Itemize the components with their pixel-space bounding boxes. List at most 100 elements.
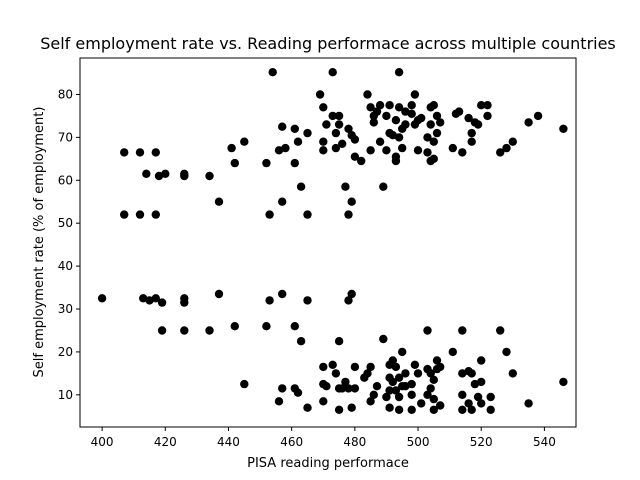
data-point-41 xyxy=(290,124,299,133)
x-axis: 400 420 440 460 480 500 520 540 xyxy=(91,427,556,449)
data-point-76 xyxy=(341,377,350,387)
y-tick-label: 40 xyxy=(58,259,73,273)
data-point-177 xyxy=(458,148,467,157)
data-point-96 xyxy=(366,397,375,406)
data-point-184 xyxy=(464,399,473,408)
x-tick-label: 460 xyxy=(280,435,303,449)
data-point-63 xyxy=(328,111,337,121)
data-point-147 xyxy=(413,369,423,378)
data-point-37 xyxy=(278,122,287,131)
data-point-165 xyxy=(429,405,438,414)
data-point-162 xyxy=(429,154,438,163)
data-point-166 xyxy=(432,111,442,121)
data-point-182 xyxy=(464,113,473,123)
data-point-108 xyxy=(382,392,391,402)
data-point-102 xyxy=(375,101,385,110)
data-point-210 xyxy=(559,124,568,133)
data-point-203 xyxy=(502,143,511,153)
y-tick-label: 70 xyxy=(58,130,73,144)
data-point-16 xyxy=(180,171,189,181)
data-point-115 xyxy=(388,131,397,140)
data-point-14 xyxy=(161,169,170,178)
data-point-188 xyxy=(467,405,476,414)
data-point-134 xyxy=(401,120,410,129)
x-tick-label: 520 xyxy=(470,435,493,449)
x-tick-label: 420 xyxy=(154,435,177,449)
data-point-80 xyxy=(344,384,353,393)
data-point-78 xyxy=(344,210,353,219)
data-point-74 xyxy=(338,384,347,393)
data-point-18 xyxy=(180,298,189,307)
data-point-159 xyxy=(426,384,435,393)
data-point-29 xyxy=(262,158,271,168)
data-point-92 xyxy=(363,369,372,378)
data-point-133 xyxy=(401,107,410,116)
y-tick-label: 80 xyxy=(58,87,73,101)
data-point-131 xyxy=(398,347,407,357)
data-point-208 xyxy=(524,399,533,408)
data-point-24 xyxy=(227,143,236,153)
data-point-211 xyxy=(559,377,568,387)
data-point-136 xyxy=(401,382,410,391)
data-point-30 xyxy=(262,322,271,331)
data-point-167 xyxy=(432,128,442,138)
chart-title: Self employment rate vs. Reading perform… xyxy=(40,34,616,53)
data-point-201 xyxy=(496,148,505,157)
data-point-173 xyxy=(448,143,457,153)
data-point-38 xyxy=(278,289,287,299)
data-point-83 xyxy=(347,289,356,299)
data-point-142 xyxy=(410,90,420,99)
data-point-118 xyxy=(391,116,401,125)
data-point-168 xyxy=(432,356,442,365)
data-point-47 xyxy=(296,182,306,191)
data-point-200 xyxy=(486,405,495,414)
data-point-77 xyxy=(344,124,353,133)
data-point-209 xyxy=(533,111,543,121)
data-point-36 xyxy=(278,197,287,206)
data-point-73 xyxy=(338,139,347,148)
data-point-205 xyxy=(508,137,517,146)
data-point-101 xyxy=(372,382,382,391)
data-point-185 xyxy=(467,128,476,138)
data-point-93 xyxy=(366,103,375,112)
data-point-4 xyxy=(135,210,145,219)
x-axis-label: PISA reading performace xyxy=(247,456,409,471)
data-point-113 xyxy=(385,386,394,395)
data-point-19 xyxy=(180,326,189,335)
data-point-161 xyxy=(429,137,438,146)
data-point-174 xyxy=(448,347,457,357)
data-point-46 xyxy=(293,388,303,397)
data-point-53 xyxy=(315,90,325,99)
data-point-8 xyxy=(151,148,160,157)
data-point-120 xyxy=(391,156,401,166)
data-point-124 xyxy=(394,68,404,77)
data-point-79 xyxy=(344,296,353,305)
data-point-109 xyxy=(385,101,394,110)
data-point-75 xyxy=(341,182,350,191)
data-point-121 xyxy=(391,362,401,372)
data-point-196 xyxy=(477,399,486,408)
data-point-152 xyxy=(423,326,432,335)
data-point-186 xyxy=(467,137,476,146)
data-point-5 xyxy=(139,294,148,303)
data-point-21 xyxy=(205,326,214,335)
data-point-100 xyxy=(372,107,382,116)
data-point-32 xyxy=(265,296,274,305)
data-point-160 xyxy=(429,101,438,110)
y-tick-label: 10 xyxy=(58,388,73,402)
data-point-99 xyxy=(369,390,378,399)
data-point-107 xyxy=(382,146,391,155)
data-point-6 xyxy=(142,169,151,178)
data-point-154 xyxy=(423,390,432,399)
data-point-106 xyxy=(382,111,391,121)
data-point-11 xyxy=(154,171,164,181)
data-point-149 xyxy=(417,399,426,408)
data-point-50 xyxy=(303,210,312,219)
data-point-163 xyxy=(429,375,438,384)
data-point-117 xyxy=(388,377,397,387)
data-point-125 xyxy=(394,133,404,142)
data-point-206 xyxy=(508,369,517,378)
data-point-51 xyxy=(303,296,312,305)
data-point-176 xyxy=(454,107,464,116)
